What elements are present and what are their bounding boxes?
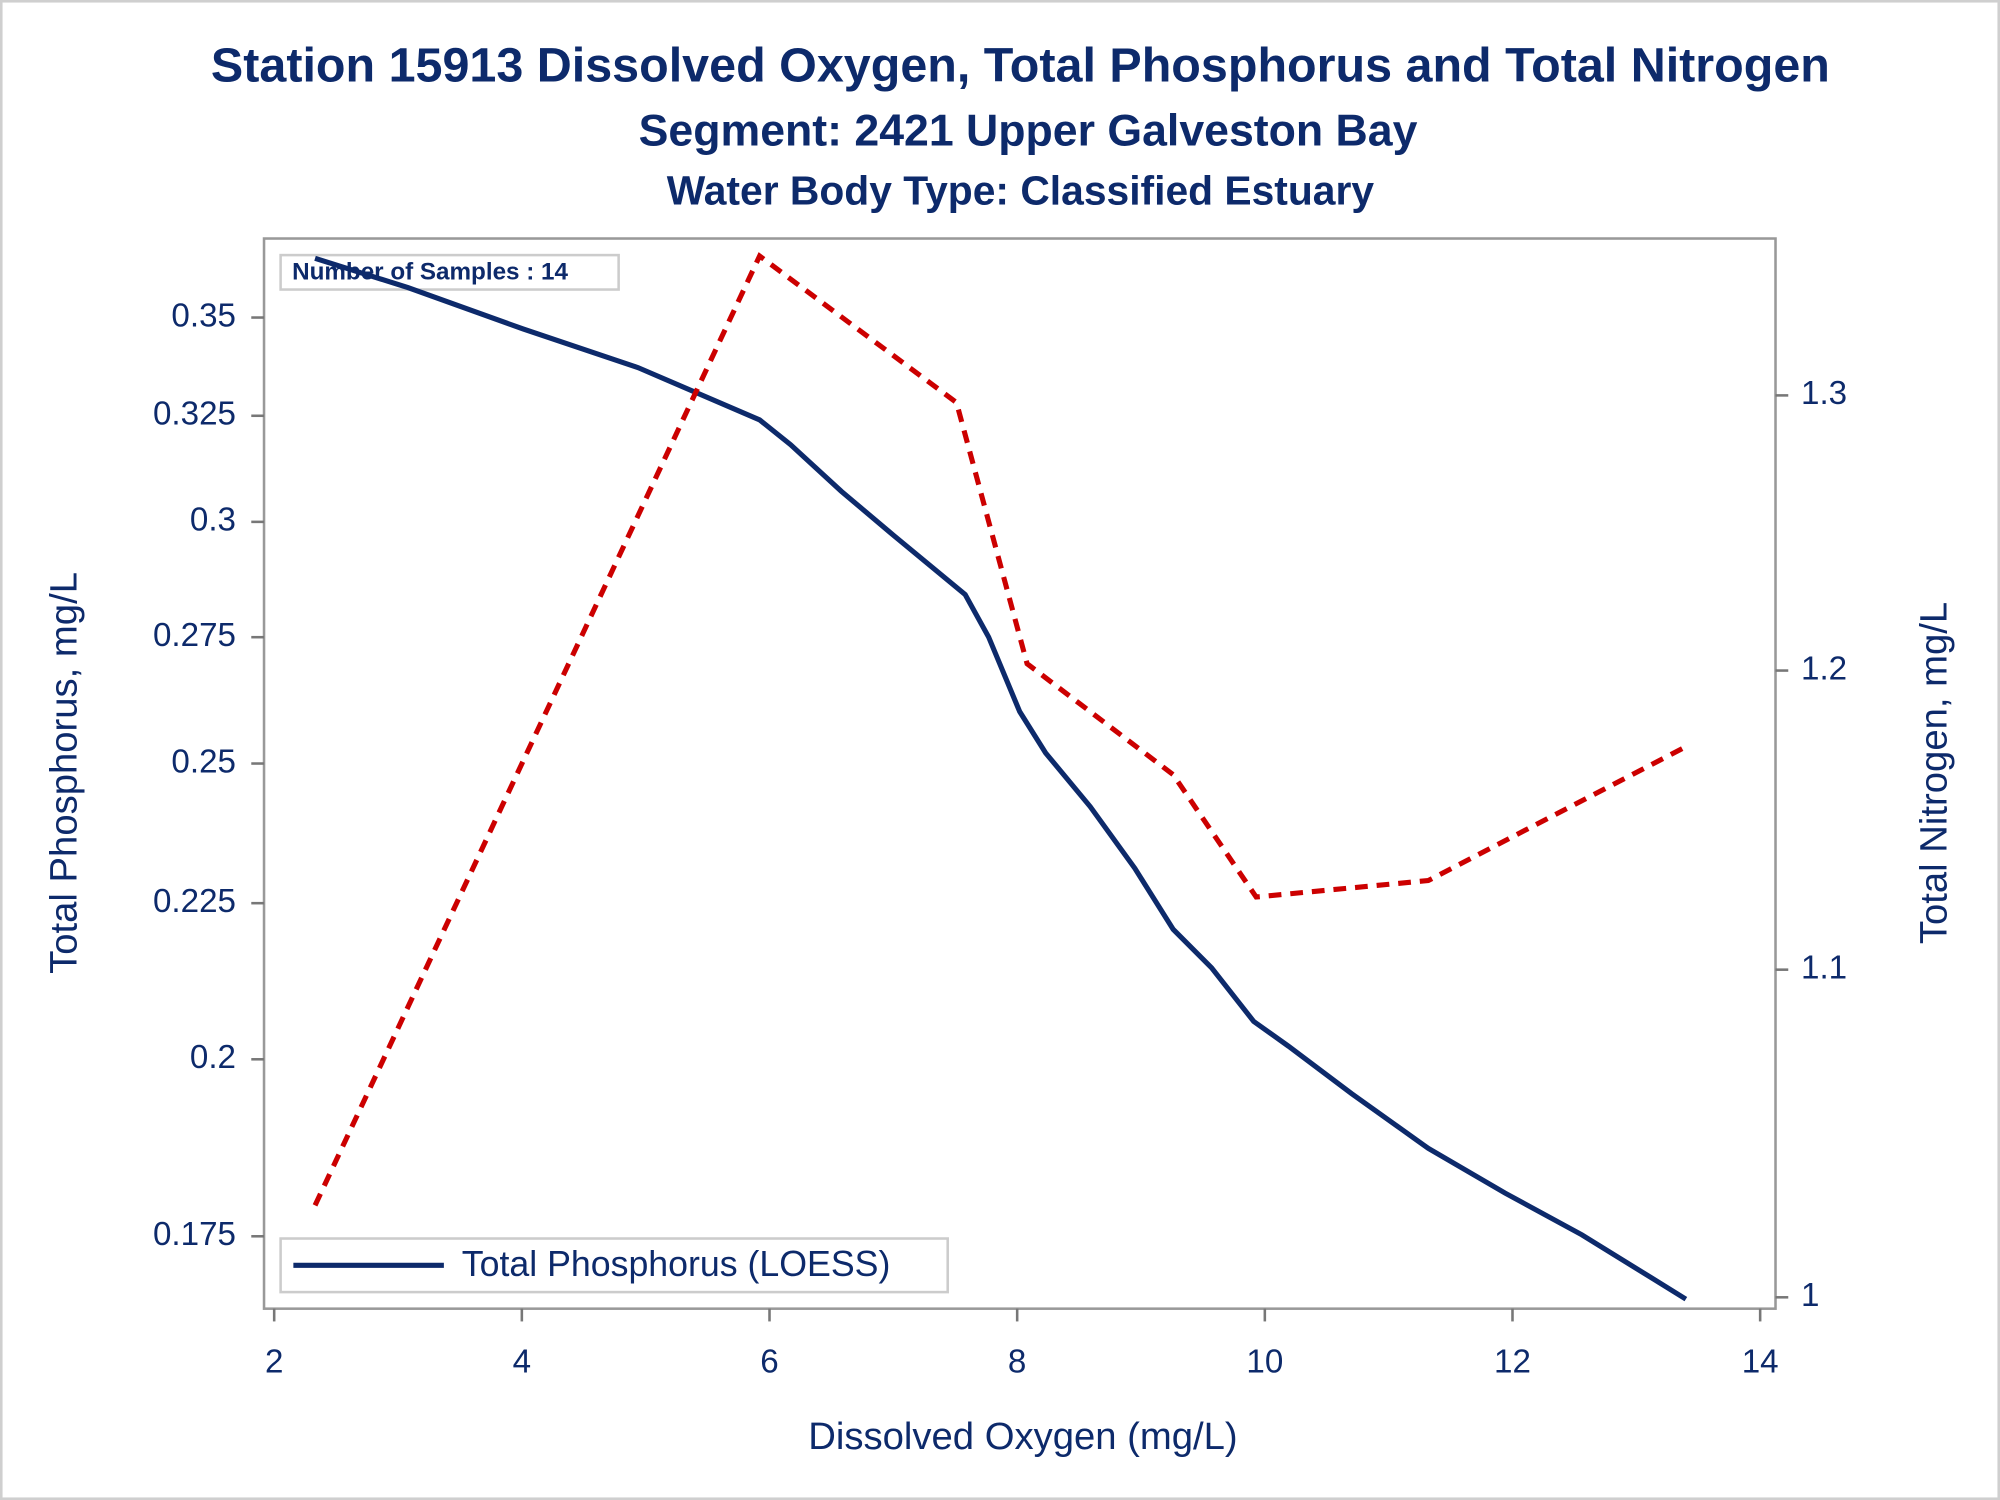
y-tick-label: 0.175 — [153, 1216, 236, 1253]
y2-tick-label: 1.1 — [1801, 949, 1847, 986]
y-tick-label: 0.25 — [171, 743, 236, 780]
chart-subtitle: Water Body Type: Classified Estuary — [667, 168, 1375, 214]
y2-axis-label: Total Nitrogen, mg/L — [1912, 602, 1955, 944]
y2-tick-label: 1.3 — [1801, 375, 1847, 412]
y-axis-label: Total Phosphorus, mg/L — [42, 572, 85, 974]
annotation: Number of Samples : 14 — [292, 258, 568, 285]
x-tick-label: 12 — [1494, 1343, 1531, 1380]
x-tick-label: 6 — [760, 1343, 778, 1380]
y-tick-label: 0.325 — [153, 396, 236, 433]
x-tick-label: 10 — [1246, 1343, 1283, 1380]
y-tick-label: 0.275 — [153, 617, 236, 654]
x-axis-label: Dissolved Oxygen (mg/L) — [808, 1415, 1237, 1458]
y2-tick-label: 1 — [1801, 1277, 1819, 1314]
plot-area — [262, 237, 1777, 1310]
y-tick-label: 0.35 — [171, 297, 236, 334]
y2-tick-label: 1.2 — [1801, 650, 1847, 687]
y-tick-label: 0.3 — [190, 502, 236, 539]
y-tick-label: 0.2 — [190, 1039, 236, 1076]
x-tick-label: 4 — [513, 1343, 531, 1380]
annotation-box — [279, 253, 620, 291]
line — [312, 252, 1688, 1207]
chart-title: Station 15913 Dissolved Oxygen, Total Ph… — [211, 39, 1830, 93]
chart-subtitle: Segment: 2421 Upper Galveston Bay — [639, 107, 1418, 156]
x-tick-label: 14 — [1742, 1343, 1779, 1380]
legend-label: Total Phosphorus (LOESS) — [462, 1244, 891, 1284]
x-tick-label: 8 — [1008, 1343, 1026, 1380]
x-tick-label: 2 — [265, 1343, 283, 1380]
line — [314, 255, 1688, 1302]
y-tick-label: 0.225 — [153, 883, 236, 920]
